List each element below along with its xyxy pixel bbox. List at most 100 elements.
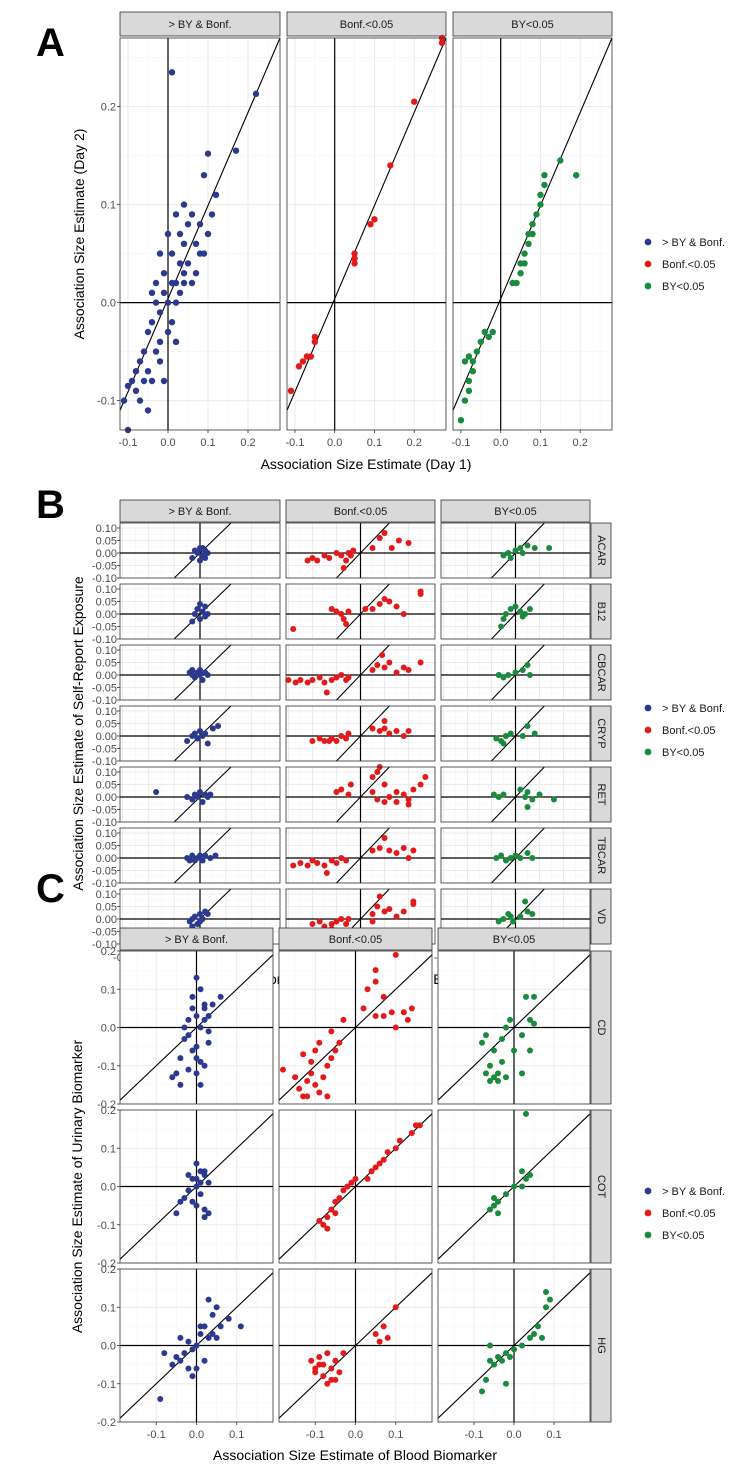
row-label: RET [595,784,607,806]
data-point [197,986,204,993]
panel-border [286,37,447,431]
data-point [374,903,381,910]
data-point [543,1288,549,1295]
data-point [362,606,369,612]
facet-panel [440,583,591,640]
data-point [176,289,184,296]
data-point [465,353,473,360]
facet-panel [119,522,281,579]
facet-strip [119,499,281,523]
data-point [369,918,376,925]
data-point [177,1198,184,1205]
data-point [500,674,507,681]
data-point [160,377,168,385]
data-point [197,911,203,917]
facet-label: BY<0.05 [493,934,536,946]
data-point [465,377,473,385]
data-point [536,791,543,798]
data-point [338,611,345,617]
data-point [193,1070,200,1077]
data-point [537,191,544,198]
legend-key [644,260,652,268]
data-point [120,397,128,404]
data-point [172,299,180,306]
x-tick-label: 0.2 [573,437,588,449]
data-point [347,552,354,559]
data-point [186,857,193,864]
data-point [523,993,529,1000]
panel-border [437,950,591,1105]
chart-a: > BY & Bonf. Bonf.<0.05 BY<0.05 -0.1 0.0 0.1 0… [71,11,613,472]
data-point [297,860,304,866]
data-point [360,1005,367,1012]
facet-panel [119,766,281,823]
data-point [213,1304,220,1311]
data-point [491,1047,497,1054]
data-point [521,250,528,257]
data-point [304,862,311,869]
data-point [479,1388,485,1395]
x-tick-label: 0.2 [240,437,255,449]
data-point [197,672,203,678]
data-point [189,618,196,625]
x-tick-label: 0.0 [493,437,508,449]
x-tick-label: 0.1 [367,437,382,449]
y-tick-label: 0.05 [96,597,117,609]
panel-border [119,766,281,823]
data-point [400,664,407,671]
data-point [309,555,316,561]
data-point [144,328,152,336]
data-point [328,1206,335,1213]
data-point [201,1016,208,1023]
data-point [338,855,345,861]
data-point [503,1191,509,1198]
panel-border [119,522,281,579]
data-point [503,1350,509,1357]
data-point [483,1032,489,1039]
data-point [209,1331,216,1338]
data-point [197,852,203,859]
data-point [320,1221,327,1228]
data-point [180,201,188,208]
data-point [132,387,140,394]
data-point [204,550,211,556]
data-point [519,733,526,739]
data-point [535,1323,541,1330]
data-point [511,1047,517,1054]
data-point [380,993,387,1000]
data-point [523,1110,529,1117]
data-point [320,1074,327,1081]
panel-letter-b: B [36,483,65,527]
data-point [541,181,548,189]
data-point [324,1350,331,1357]
data-point [529,221,536,228]
data-point [372,1164,379,1171]
data-point [519,1183,525,1190]
row-strip [590,827,612,884]
data-point [438,39,446,47]
y-tick-label: -0.1 [97,1220,116,1232]
x-tick-label: -0.1 [306,1429,325,1441]
data-point [537,201,544,208]
data-point [345,791,352,798]
x-tick-label: -0.1 [451,437,470,449]
data-point [312,1047,319,1054]
data-point [316,1089,323,1096]
data-point [332,1210,339,1217]
data-point [312,1081,319,1088]
data-point [405,728,412,734]
x-tick-label: -0.1 [147,1429,166,1441]
y-tick-label: -0.1 [97,1379,116,1391]
row-strip [590,644,612,701]
x-tick-label: 0.2 [407,437,422,449]
data-point [184,738,191,744]
data-point [164,230,172,238]
data-point [512,547,519,554]
data-point [185,1172,192,1179]
data-point [189,555,196,561]
data-point [157,1396,164,1403]
data-point [392,1024,399,1031]
data-point [209,725,216,732]
panel-background [120,38,280,430]
